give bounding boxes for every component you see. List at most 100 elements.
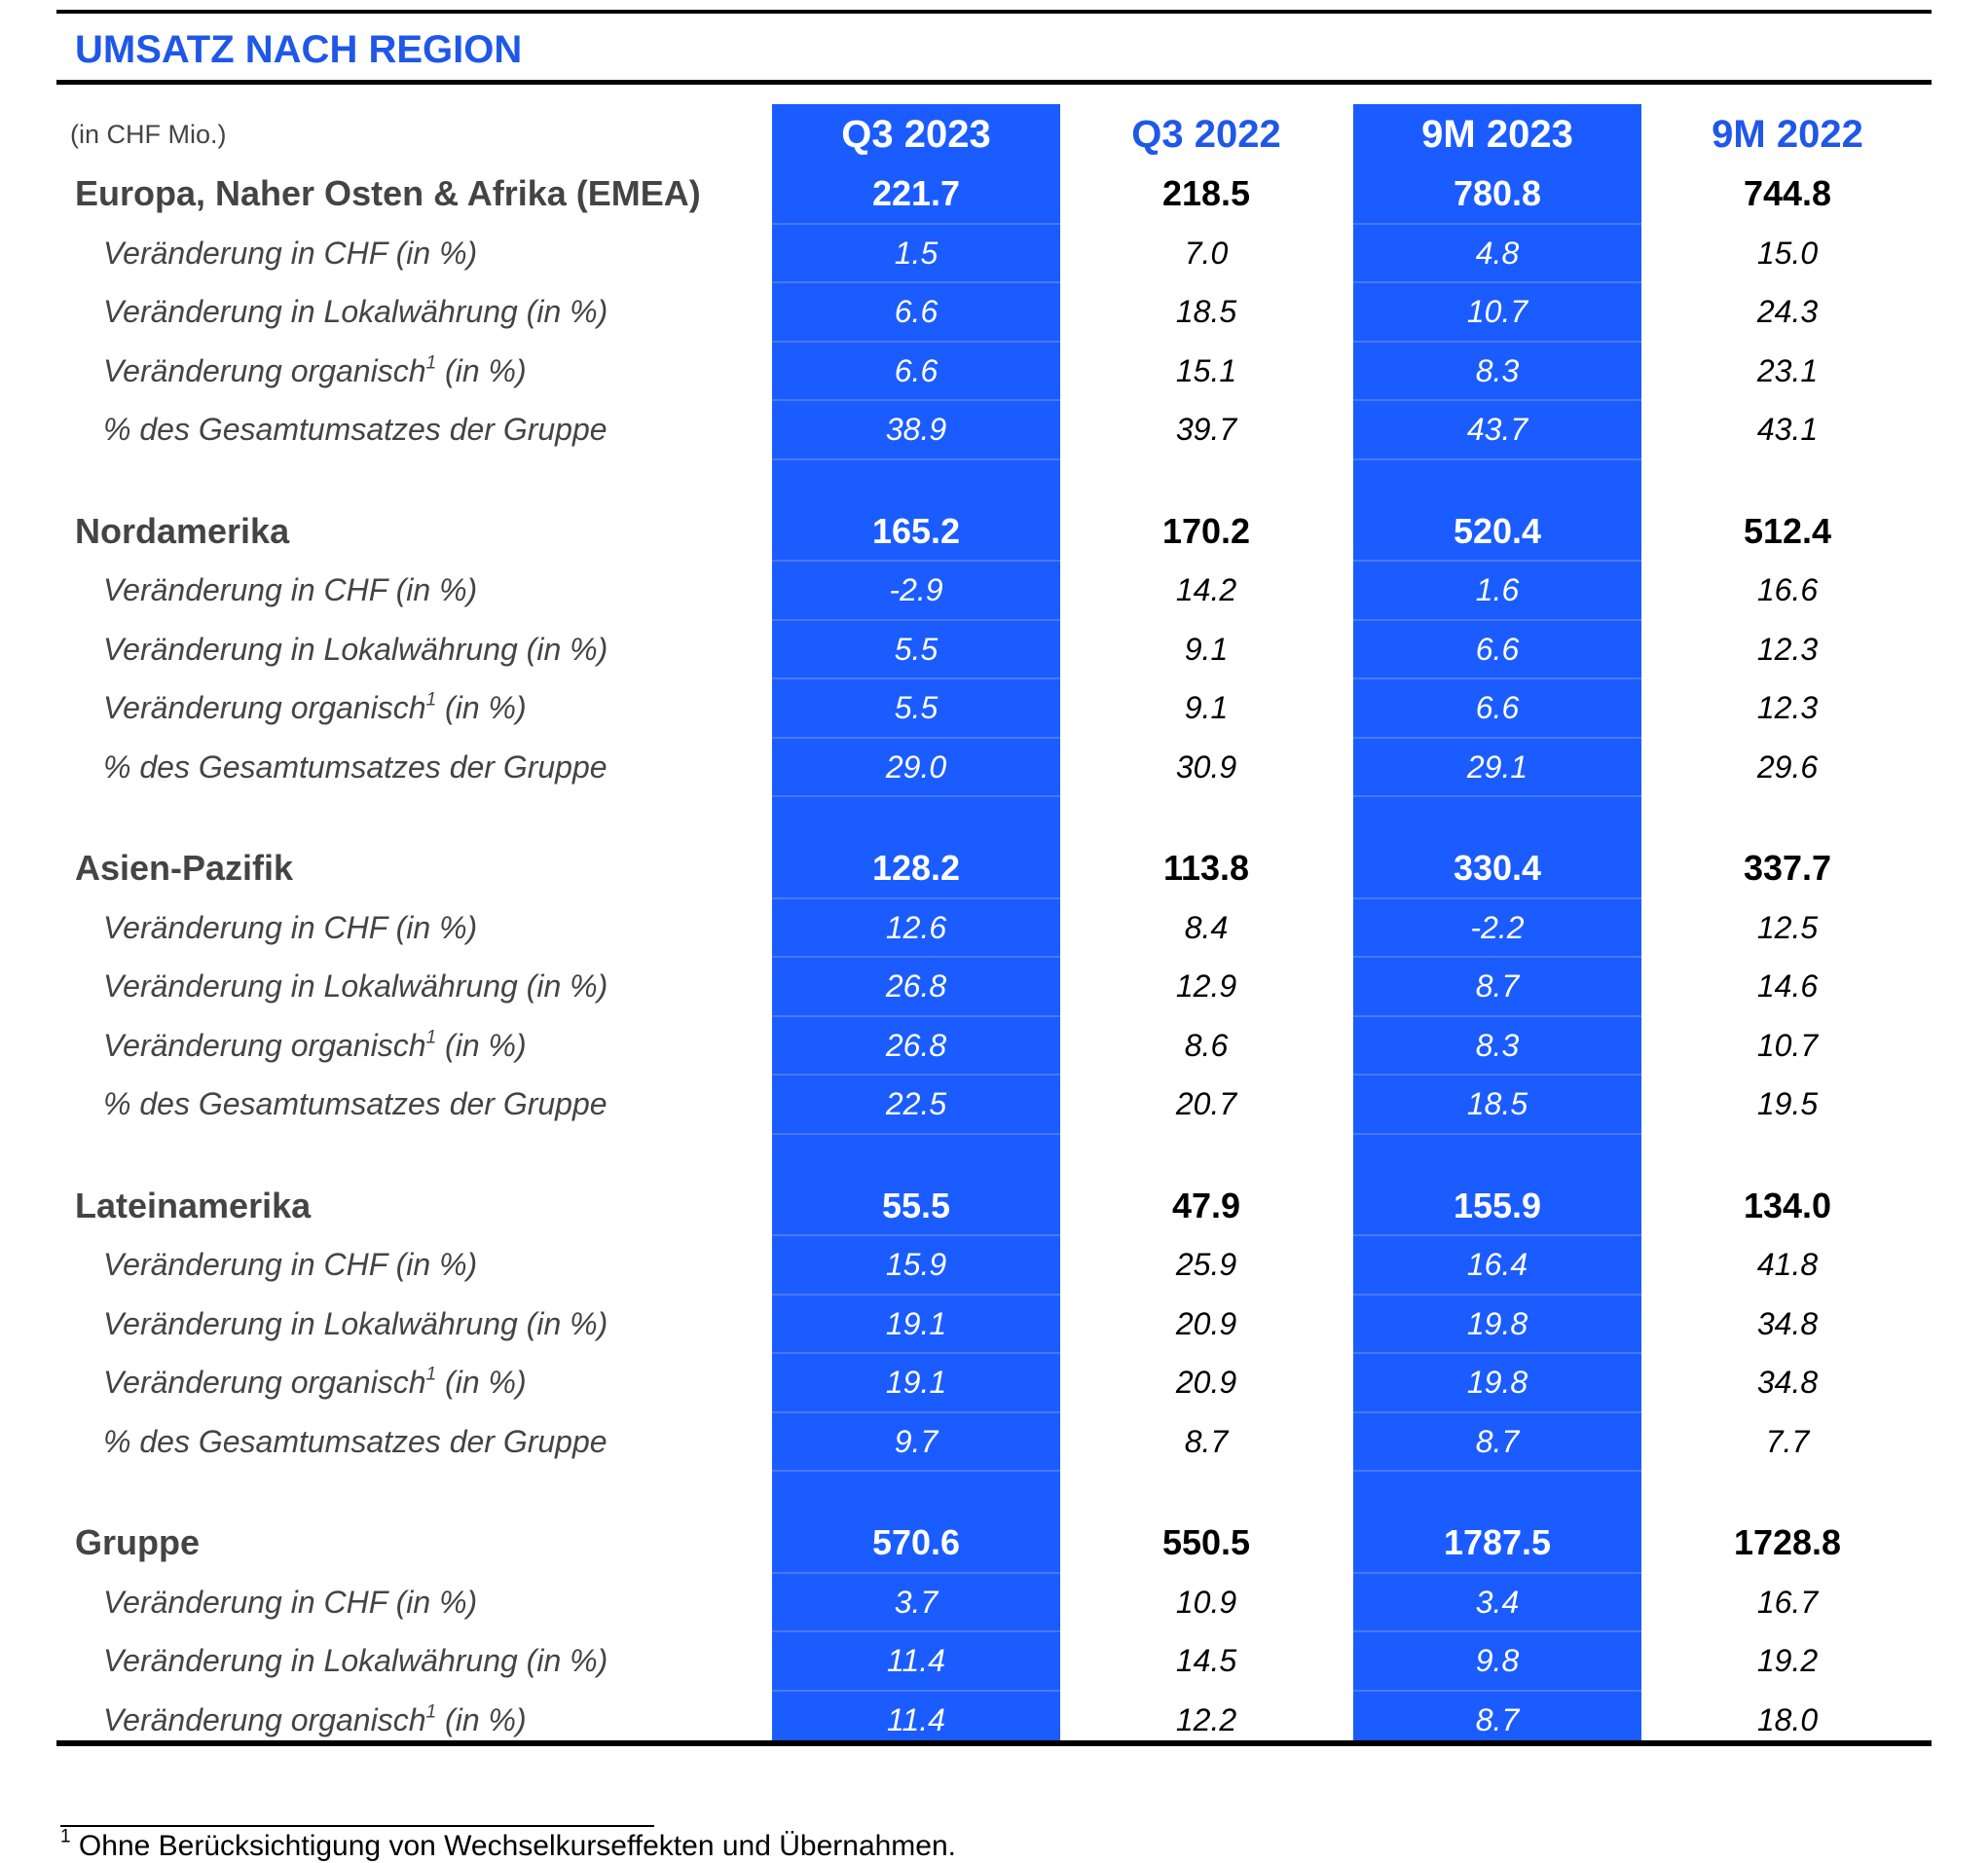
metric-value-cell: 14.2 xyxy=(1175,572,1237,607)
metric-value-cell: 23.1 xyxy=(1756,352,1819,388)
row-divider xyxy=(772,956,1060,958)
region-value-cell: 128.2 xyxy=(871,848,961,888)
row-divider xyxy=(772,1014,1060,1017)
metric-value-cell: 9.1 xyxy=(1184,690,1229,725)
metric-label-text: Veränderung in CHF (in %) xyxy=(103,572,478,607)
row-divider xyxy=(772,1234,1060,1236)
metric-value-cell: 6.6 xyxy=(1475,690,1520,725)
footnote-mark: 1 xyxy=(60,1826,71,1847)
region-value-cell: 744.8 xyxy=(1743,173,1832,213)
row-divider xyxy=(1353,1689,1641,1692)
region-row: Lateinamerika 55.5 47.9 155.9 134.0 xyxy=(0,1177,1988,1235)
region-label: Europa, Naher Osten & Afrika (EMEA) xyxy=(75,173,701,213)
metric-value-cell: 10.7 xyxy=(1756,1027,1819,1063)
row-divider xyxy=(772,1293,1060,1296)
region-label: Nordamerika xyxy=(75,510,290,551)
region-value-cell: 55.5 xyxy=(881,1185,951,1225)
metric-label-suffix: (in %) xyxy=(436,690,527,725)
row-divider xyxy=(772,677,1060,679)
row-divider xyxy=(772,1689,1060,1692)
region-label: Lateinamerika xyxy=(75,1185,312,1225)
metric-value-cell: 20.7 xyxy=(1175,1086,1237,1121)
metric-row: Veränderung in CHF (in %) 15.9 25.9 16.4 41.… xyxy=(0,1235,1988,1294)
metric-value-cell: 8.7 xyxy=(1475,968,1520,1004)
footnote: 1 Ohne Berücksichtigung von Wechselkurse… xyxy=(60,1826,956,1863)
metric-value-cell: 26.8 xyxy=(885,1027,947,1063)
metric-label-text: % des Gesamtumsatzes der Gruppe xyxy=(103,1086,607,1121)
metric-row: Veränderung in Lokalwährung (in %) 19.1 20… xyxy=(0,1295,1988,1353)
footnote-reference: 1 xyxy=(425,1701,437,1723)
metric-label: % des Gesamtumsatzes der Gruppe xyxy=(103,1412,607,1471)
metric-label: % des Gesamtumsatzes der Gruppe xyxy=(103,738,607,796)
metric-value-cell: 14.6 xyxy=(1756,968,1819,1004)
metric-value-cell: 12.6 xyxy=(885,909,947,945)
metric-value-cell: 43.7 xyxy=(1466,412,1528,447)
row-divider xyxy=(772,1571,1060,1574)
bottom-rule xyxy=(56,1740,1932,1746)
metric-label-text: Veränderung in Lokalwährung (in %) xyxy=(103,1643,608,1678)
metric-label-text: Veränderung organisch xyxy=(103,352,426,388)
metric-value-cell: 12.3 xyxy=(1756,690,1819,725)
row-divider xyxy=(1353,618,1641,621)
metric-label: Veränderung in CHF (in %) xyxy=(103,898,477,957)
metric-value-cell: 24.3 xyxy=(1756,294,1819,329)
metric-value-cell: 11.4 xyxy=(887,1701,945,1737)
row-divider xyxy=(1353,1132,1641,1135)
metric-row: Veränderung organisch1 (in %) 5.5 9.1 6.6 12… xyxy=(0,678,1988,737)
metric-value-cell: 41.8 xyxy=(1756,1247,1819,1282)
metric-value-cell: 4.8 xyxy=(1475,235,1520,271)
row-divider xyxy=(1353,340,1641,343)
metric-label: % des Gesamtumsatzes der Gruppe xyxy=(103,400,607,458)
row-divider xyxy=(772,896,1060,899)
row-divider xyxy=(772,795,1060,797)
metric-label: Veränderung in Lokalwährung (in %) xyxy=(103,1295,607,1353)
metric-value-cell: 8.7 xyxy=(1184,1423,1229,1459)
row-divider xyxy=(1353,1410,1641,1413)
top-rule xyxy=(56,10,1932,14)
region-value-cell: 1787.5 xyxy=(1443,1522,1552,1562)
row-divider xyxy=(1353,560,1641,562)
metric-value-cell: 20.9 xyxy=(1175,1305,1237,1341)
metric-label: Veränderung in Lokalwährung (in %) xyxy=(103,1631,607,1690)
metric-label-text: Veränderung organisch xyxy=(103,1701,426,1737)
metric-value-cell: 25.9 xyxy=(1175,1247,1237,1282)
metric-value-cell: 19.1 xyxy=(885,1365,947,1400)
metric-value-cell: 5.5 xyxy=(894,690,939,725)
metric-value-cell: 9.1 xyxy=(1184,631,1229,667)
metric-value-cell: 29.1 xyxy=(1466,749,1528,785)
table-header-row: (in CHF Mio.) Q3 2023 Q3 2022 9M 2023 9M… xyxy=(0,104,1988,164)
metric-value-cell: 15.0 xyxy=(1756,235,1819,271)
unit-label: (in CHF Mio.) xyxy=(70,120,227,149)
metric-value-cell: 29.0 xyxy=(885,749,947,785)
metric-value-cell: 39.7 xyxy=(1175,412,1237,447)
footnote-reference: 1 xyxy=(425,1364,437,1385)
region-value-cell: 221.7 xyxy=(871,173,961,213)
metric-value-cell: 8.7 xyxy=(1475,1701,1520,1737)
region-row: Nordamerika 165.2 170.2 520.4 512.4 xyxy=(0,502,1988,561)
metric-value-cell: 22.5 xyxy=(885,1086,947,1121)
metric-row: % des Gesamtumsatzes der Gruppe 9.7 8.7 8.7… xyxy=(0,1412,1988,1471)
region-label: Asien-Pazifik xyxy=(75,848,294,888)
metric-value-cell: 1.6 xyxy=(1475,572,1520,607)
row-divider xyxy=(772,736,1060,739)
metric-label: Veränderung organisch1 (in %) xyxy=(103,1016,527,1075)
metric-row: Veränderung in Lokalwährung (in %) 5.5 9.1… xyxy=(0,620,1988,678)
row-divider xyxy=(772,1410,1060,1413)
metric-value-cell: 8.7 xyxy=(1475,1423,1520,1459)
metric-value-cell: 12.3 xyxy=(1756,631,1819,667)
metric-value-cell: 18.0 xyxy=(1756,1701,1819,1737)
metric-value-cell: 34.8 xyxy=(1756,1305,1819,1341)
metric-label-text: Veränderung in Lokalwährung (in %) xyxy=(103,631,608,667)
metric-value-cell: 15.1 xyxy=(1175,352,1237,388)
metric-row: Veränderung in Lokalwährung (in %) 11.4 14… xyxy=(0,1631,1988,1690)
metric-value-cell: 6.6 xyxy=(894,294,939,329)
metric-value-cell: 9.7 xyxy=(894,1423,939,1459)
row-divider xyxy=(1353,457,1641,460)
metric-row: Veränderung in CHF (in %) 1.5 7.0 4.8 15.0 xyxy=(0,224,1988,282)
column-header-q3-2022: Q3 2022 xyxy=(1131,113,1281,156)
region-row: Asien-Pazifik 128.2 113.8 330.4 337.7 xyxy=(0,839,1988,897)
metric-value-cell: 12.9 xyxy=(1175,968,1237,1004)
region-row: Gruppe 570.6 550.5 1787.5 1728.8 xyxy=(0,1514,1988,1572)
metric-label-text: Veränderung in Lokalwährung (in %) xyxy=(103,294,608,329)
